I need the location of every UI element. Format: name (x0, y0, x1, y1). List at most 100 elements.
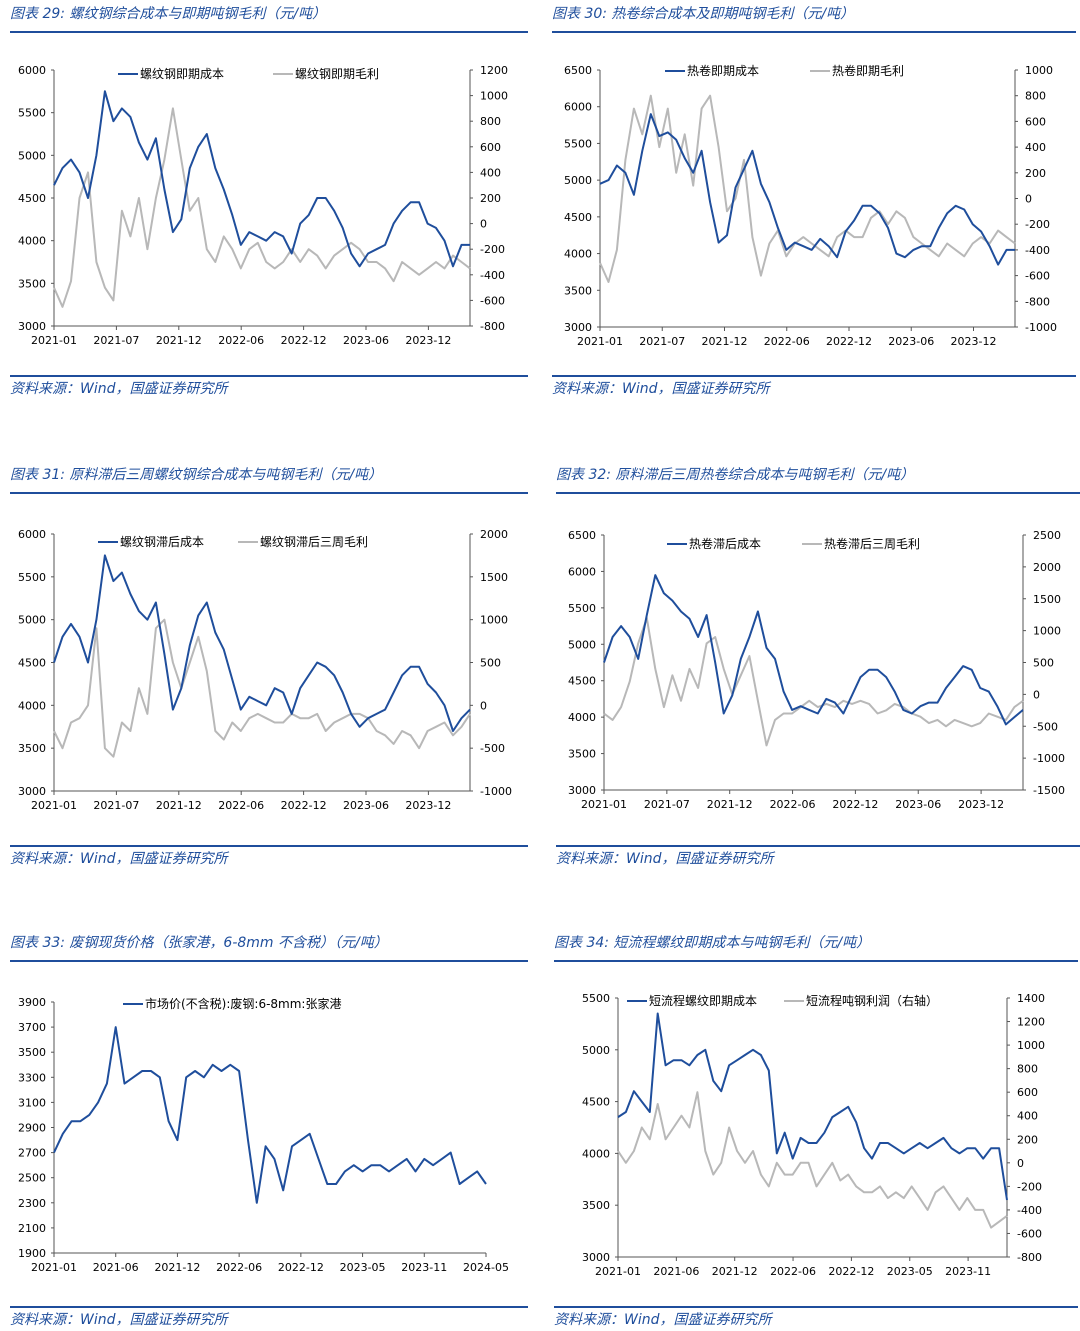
x-tick-label: 2022-06 (770, 1265, 816, 1278)
y-tick-label: 3100 (18, 1096, 46, 1109)
y2-tick-label: 1000 (1017, 1039, 1045, 1052)
series-line-primary (53, 1026, 487, 1204)
chart-figure-34: 5500500045004000350030001400120010008006… (582, 992, 1045, 1278)
x-tick-label: 2022-12 (281, 334, 327, 347)
y2-tick-label: -600 (1025, 270, 1050, 283)
legend-label: 热卷滞后成本 (689, 536, 761, 551)
y2-tick-label: -1000 (1033, 752, 1065, 765)
chart-figure-30: 6500600055005000450040003500300010008006… (564, 63, 1057, 348)
y2-tick-label: 200 (1025, 167, 1046, 180)
x-tick-label: 2021-01 (581, 798, 627, 811)
figure-title: 图表 32: 原料滞后三周热卷综合成本与吨钢毛利（元/吨） (556, 467, 915, 483)
y-tick-label: 2100 (18, 1222, 46, 1235)
chart-figure-31: 6000550050004500400035003000200015001000… (18, 528, 512, 812)
y-tick-label: 6000 (568, 565, 596, 578)
y-tick-label: 4000 (582, 1147, 610, 1160)
y-tick-label: 3500 (568, 748, 596, 761)
y-tick-label: 2500 (18, 1172, 46, 1185)
panel-figure-29: 图表 29: 螺纹钢综合成本与即期吨钢毛利（元/吨） 6000 5500 5000 4… (10, 0, 528, 408)
y2-tick-label: 1400 (1017, 992, 1045, 1005)
y-tick-label: 5000 (18, 614, 46, 627)
source-note: 资料来源：Wind，国盛证券研究所 (556, 851, 774, 867)
legend-label: 螺纹钢即期毛利 (295, 67, 379, 81)
series-line-primary (603, 574, 1024, 726)
series-line-secondary (599, 94, 1016, 283)
x-tick-label: 2023-12 (951, 335, 997, 348)
x-tick-label: 2021-01 (595, 1265, 641, 1278)
x-tick-label: 2024-05 (463, 1261, 509, 1274)
y-tick-label: 3500 (564, 284, 592, 297)
y2-tick-label: 0 (480, 218, 487, 231)
source-rule (10, 1306, 528, 1308)
source-rule (10, 375, 528, 377)
y-tick-label: 5000 (582, 1044, 610, 1057)
x-tick-label: 2023-11 (401, 1261, 447, 1274)
x-tick-label: 2022-12 (826, 335, 872, 348)
series-line-primary (53, 90, 470, 268)
y2-tick-label: -400 (1017, 1204, 1042, 1217)
x-tick-label: 2021-07 (644, 798, 690, 811)
panel-figure-30: 图表 30: 热卷综合成本及即期吨钢毛利（元/吨） 6500 6000 5500 50… (552, 0, 1076, 408)
y-tick-label: 3000 (18, 785, 46, 798)
y2-tick-label: -1000 (1025, 321, 1057, 334)
x-tick-label: 2022-06 (218, 799, 264, 812)
y-tick-label: 5500 (564, 137, 592, 150)
y2-tick-label: 400 (1017, 1110, 1038, 1123)
y2-tick-label: -600 (1017, 1227, 1042, 1240)
x-tick-label: 2023-06 (895, 798, 941, 811)
y-tick-label: 3500 (18, 277, 46, 290)
series-line-primary (617, 1012, 1008, 1201)
y-tick-label: 6000 (18, 64, 46, 77)
x-tick-label: 2022-06 (770, 798, 816, 811)
x-tick-label: 2022-12 (278, 1261, 324, 1274)
source-note: 资料来源：Wind，国盛证券研究所 (10, 381, 228, 397)
legend-label: 短流程螺纹即期成本 (649, 993, 757, 1008)
y-tick-label: 4000 (18, 235, 46, 248)
y2-tick-label: -500 (1033, 720, 1058, 733)
y2-tick-label: 2500 (1033, 529, 1061, 542)
y2-tick-label: 600 (1017, 1086, 1038, 1099)
y2-tick-label: 800 (1025, 90, 1046, 103)
series-line-secondary (617, 1091, 1008, 1229)
x-tick-label: 2022-12 (828, 1265, 874, 1278)
source-rule (556, 845, 1080, 847)
x-tick-label: 2021-12 (156, 334, 202, 347)
x-tick-label: 2021-12 (154, 1261, 200, 1274)
x-tick-label: 2021-12 (707, 798, 753, 811)
y-tick-label: 4500 (18, 657, 46, 670)
y2-tick-label: 1000 (480, 614, 508, 627)
y2-tick-label: 200 (1017, 1133, 1038, 1146)
source-rule (552, 375, 1076, 377)
y2-tick-label: -800 (480, 320, 505, 333)
y-tick-label: 2900 (18, 1122, 46, 1135)
chart-figure-33: 3900 3700 3500 3300 3100 2900 2700 2500 2300 2100… (18, 996, 509, 1274)
y-tick-label: 5500 (18, 571, 46, 584)
legend-label: 螺纹钢滞后三周毛利 (260, 535, 368, 549)
panel-figure-33: 图表 33: 废钢现货价格（张家港，6-8mm 不含税）（元/吨） 3900 37… (10, 929, 528, 1331)
chart-figure-29: 6000550050004500400035003000120010008006… (18, 64, 508, 347)
y-tick-label: 1900 (18, 1247, 46, 1260)
y2-tick-label: -200 (480, 243, 505, 256)
source-note: 资料来源：Wind，国盛证券研究所 (552, 381, 770, 397)
y-tick-label: 3300 (18, 1071, 46, 1084)
y2-tick-label: -800 (1025, 295, 1050, 308)
legend-label: 热卷即期毛利 (832, 63, 904, 78)
legend-label: 螺纹钢滞后成本 (120, 535, 204, 549)
x-tick-label: 2021-12 (702, 335, 748, 348)
x-tick-label: 2021-07 (93, 799, 139, 812)
title-rule (554, 960, 1078, 962)
legend-label: 短流程吨钢利润（右轴） (806, 993, 938, 1008)
series-line-primary (53, 554, 471, 732)
figure-title: 图表 29: 螺纹钢综合成本与即期吨钢毛利（元/吨） (10, 6, 327, 22)
y-tick-label: 5000 (564, 174, 592, 187)
y2-tick-label: 1000 (1033, 625, 1061, 638)
source-note: 资料来源：Wind，国盛证券研究所 (554, 1312, 772, 1328)
x-tick-label: 2021-07 (93, 334, 139, 347)
y2-tick-label: -1500 (1033, 784, 1065, 797)
y2-tick-label: 1200 (480, 64, 508, 77)
x-tick-label: 2022-06 (764, 335, 810, 348)
y-tick-label: 5500 (568, 602, 596, 615)
title-rule (10, 31, 528, 33)
y2-tick-label: 0 (1033, 688, 1040, 701)
x-tick-label: 2023-05 (340, 1261, 386, 1274)
